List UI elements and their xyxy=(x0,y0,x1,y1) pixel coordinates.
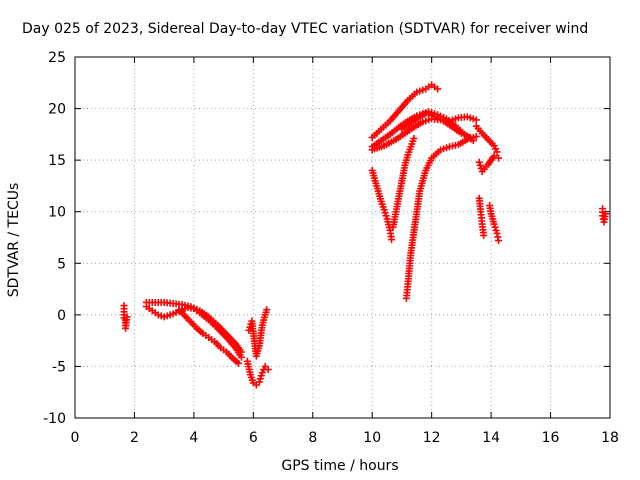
data-point xyxy=(237,353,245,361)
data-marks xyxy=(120,81,610,389)
data-point xyxy=(472,132,480,140)
series-rise-10h xyxy=(389,134,418,231)
data-point xyxy=(480,231,488,239)
series-drop-10h xyxy=(368,166,396,244)
series-late-drop-a xyxy=(475,194,488,239)
plot-frame xyxy=(74,56,611,419)
x-tick-label: 14 xyxy=(482,430,500,446)
y-tick-label: 25 xyxy=(48,50,66,66)
series-dip-11h xyxy=(402,132,480,302)
data-point xyxy=(263,306,271,314)
data-point xyxy=(123,313,131,321)
x-tick-label: 16 xyxy=(542,430,560,446)
x-tick-label: 8 xyxy=(308,430,317,446)
y-tick-label: 20 xyxy=(48,102,66,118)
series-end-cluster xyxy=(599,205,610,226)
data-point xyxy=(234,359,242,367)
y-axis-label: SDTVAR / TECUs xyxy=(6,183,22,298)
data-point xyxy=(493,148,501,156)
x-tick-label: 2 xyxy=(130,430,139,446)
y-tick-labels: -10 -5 0 5 10 15 20 25 xyxy=(43,50,66,427)
x-tick-label: 4 xyxy=(189,430,198,446)
x-tick-label: 10 xyxy=(363,430,381,446)
series-dip-6h xyxy=(243,357,272,389)
y-tick-label: 15 xyxy=(48,153,66,169)
data-point xyxy=(495,237,503,245)
x-tick-label: 0 xyxy=(71,430,80,446)
y-tick-label: 5 xyxy=(57,256,66,272)
data-point xyxy=(602,210,610,218)
series-late-13h xyxy=(472,122,501,156)
y-tick-label: 10 xyxy=(48,205,66,221)
grid xyxy=(75,57,610,418)
chart-title: Day 025 of 2023, Sidereal Day-to-day VTE… xyxy=(22,21,588,37)
data-point xyxy=(472,116,480,124)
data-point xyxy=(264,366,272,374)
x-tick-labels: 0 2 4 6 8 10 12 14 16 18 xyxy=(71,430,619,446)
y-tick-label: 0 xyxy=(57,308,66,324)
series-arc-10-top xyxy=(368,81,442,141)
series-early-cluster xyxy=(120,302,131,332)
axis-ticks xyxy=(74,56,611,419)
series-rise-6h xyxy=(245,306,271,360)
data-point xyxy=(434,85,442,93)
x-axis-label: GPS time / hours xyxy=(281,458,398,474)
data-point xyxy=(410,134,418,142)
y-tick-label: -5 xyxy=(52,359,66,375)
series-arc-c xyxy=(175,306,242,367)
series-late-14h xyxy=(475,152,503,175)
series-late-drop-b xyxy=(486,202,503,245)
x-tick-label: 6 xyxy=(249,430,258,446)
y-tick-label: -10 xyxy=(43,411,66,427)
data-point xyxy=(490,152,498,160)
x-tick-label: 18 xyxy=(601,430,619,446)
data-point xyxy=(388,236,396,244)
data-point xyxy=(495,154,503,162)
x-tick-label: 12 xyxy=(423,430,441,446)
